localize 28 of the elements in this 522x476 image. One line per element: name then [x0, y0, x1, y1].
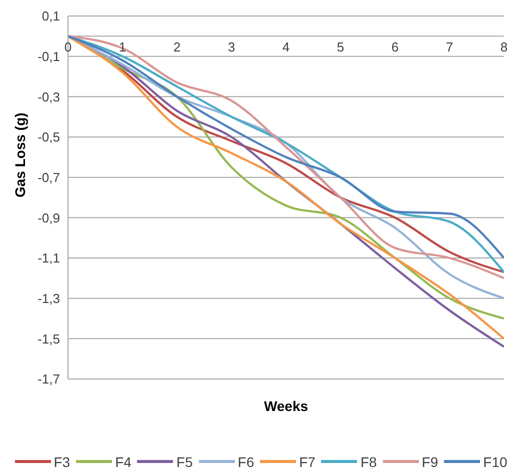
y-tick-label: -0,1 — [38, 48, 60, 64]
legend-label: F10 — [483, 454, 508, 470]
y-tick-label: -0,7 — [38, 170, 60, 185]
legend-label: F6 — [238, 454, 254, 470]
y-tick-label: -1,7 — [38, 372, 60, 387]
x-tick-label: 8 — [500, 40, 508, 55]
y-tick-label: -1,3 — [38, 290, 60, 306]
y-axis-title: Gas Loss (g) — [12, 112, 28, 198]
x-tick-label: 3 — [228, 40, 236, 55]
y-tick-label: -0,3 — [38, 89, 60, 104]
legend-label: F9 — [422, 454, 438, 470]
x-tick-label: 2 — [173, 40, 181, 55]
x-tick-label: 6 — [391, 40, 399, 55]
legend-label: F7 — [299, 454, 316, 470]
y-tick-label: -0,9 — [38, 210, 60, 226]
x-tick-label: 0 — [64, 40, 72, 55]
x-axis-title: Weeks — [264, 398, 308, 414]
legend-label: F5 — [176, 454, 193, 470]
y-tick-label: -1,1 — [38, 250, 60, 266]
legend-label: F8 — [360, 454, 377, 470]
legend-label: F4 — [115, 454, 132, 470]
x-tick-label: 7 — [446, 40, 454, 55]
legend-label: F3 — [54, 454, 70, 470]
x-tick-label: 4 — [282, 40, 290, 55]
y-tick-label: -1,5 — [38, 331, 60, 346]
x-tick-label: 5 — [336, 40, 344, 55]
y-tick-label: 0,1 — [42, 8, 60, 24]
y-tick-label: -0,5 — [38, 130, 60, 145]
